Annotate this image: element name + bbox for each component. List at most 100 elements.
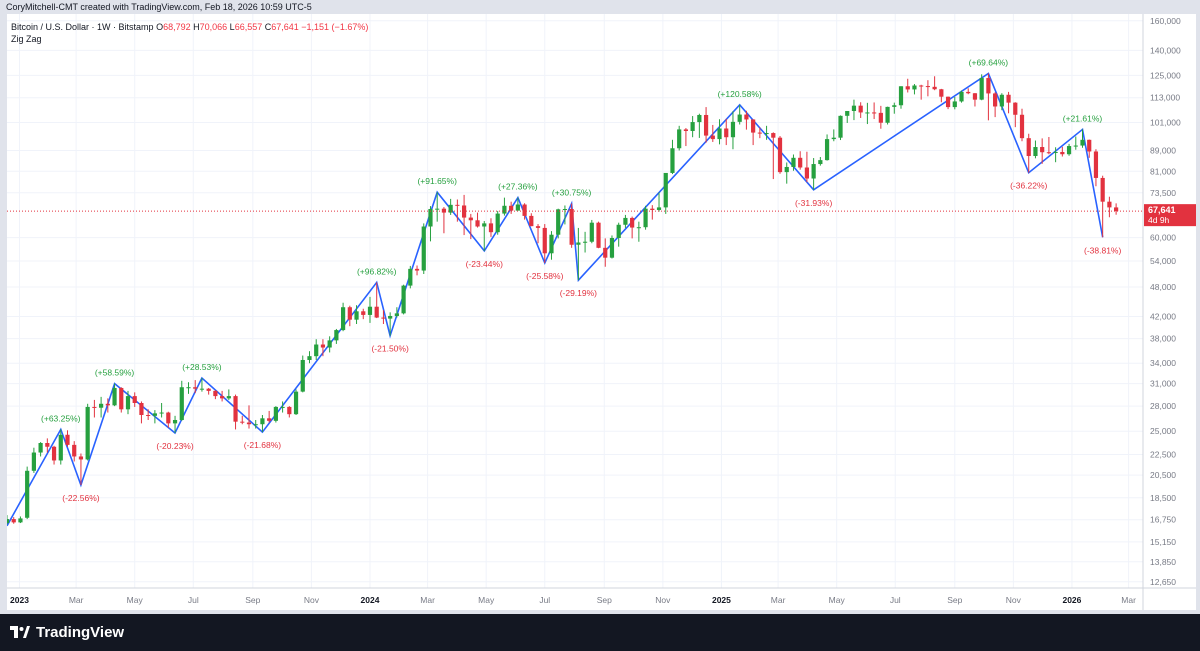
candle [589, 219, 594, 244]
candle-body [872, 112, 877, 114]
candle-body [824, 139, 830, 161]
candle-body [267, 418, 272, 421]
indicator-label[interactable]: Zig Zag [11, 34, 42, 44]
candle-body [340, 307, 346, 331]
candle [85, 403, 90, 461]
candle [51, 445, 57, 465]
price-axis-label: 89,000 [1150, 145, 1176, 155]
candle [509, 201, 514, 214]
candle [112, 383, 117, 407]
candle [993, 92, 998, 118]
candle [132, 392, 137, 407]
candle-body [186, 387, 191, 389]
zigzag-annotation: (+58.59%) [95, 368, 135, 378]
candle [798, 151, 803, 170]
candle [354, 305, 359, 324]
candle-body [172, 419, 178, 424]
candle-body [529, 215, 534, 227]
candle [193, 380, 198, 394]
candle [206, 387, 211, 395]
candle [1087, 139, 1092, 158]
candle-body [159, 412, 164, 414]
candle [643, 205, 648, 230]
candle-body [72, 444, 77, 457]
price-axis-label: 125,000 [1150, 70, 1181, 80]
candle-body [1073, 145, 1078, 147]
candle [892, 102, 897, 114]
candle-body [1053, 151, 1058, 153]
candle [811, 158, 816, 190]
candle [502, 197, 507, 216]
candle-body [791, 157, 796, 167]
candle-body [300, 359, 305, 392]
price-axis-label: 48,000 [1150, 282, 1176, 292]
zigzag-annotation: (-22.56%) [62, 493, 99, 503]
candle [945, 96, 951, 110]
candle [952, 96, 957, 110]
change-value: −1,151 (−1.67%) [301, 22, 369, 32]
candle-body [1087, 139, 1092, 152]
candle [152, 410, 157, 424]
candle [11, 517, 16, 524]
candle-body [85, 406, 90, 460]
price-axis-label: 113,000 [1150, 93, 1180, 103]
time-axis-label: 2026 [1062, 595, 1081, 605]
tradingview-logo[interactable]: TradingView [10, 624, 124, 641]
candle [690, 116, 695, 138]
time-axis-label: May [127, 595, 144, 605]
candle-body [273, 406, 278, 421]
candle-body [105, 403, 110, 406]
zigzag-annotation: (+28.53%) [182, 362, 222, 372]
candle [327, 336, 332, 353]
price-chart[interactable]: (+63.25%) (-22.56%) (+58.59%) (-20.23%) (+28… [4, 14, 1196, 610]
candle-body [179, 387, 184, 420]
price-axis-label: 101,000 [1150, 118, 1181, 128]
candle [1073, 136, 1078, 150]
candle-body [710, 135, 715, 140]
candle-body [912, 85, 917, 90]
candle-body [233, 396, 238, 422]
candle-body [724, 128, 729, 138]
time-axis-label: Mar [1121, 595, 1136, 605]
candle [18, 516, 23, 524]
price-axis-label: 13,850 [1150, 557, 1176, 567]
price-axis-label: 25,000 [1150, 426, 1176, 436]
time-axis-label: Sep [245, 595, 260, 605]
candle [388, 312, 393, 336]
candle-body [58, 434, 63, 461]
candle-body [966, 91, 971, 94]
candle [1060, 146, 1065, 157]
candle-body [885, 106, 890, 123]
candle [831, 129, 836, 142]
tradingview-icon [10, 625, 30, 638]
candle [710, 124, 715, 142]
candle-body [502, 205, 507, 214]
zigzag-annotation: (+63.25%) [41, 413, 81, 423]
candle-body [549, 234, 554, 254]
candle [381, 310, 386, 324]
candle-body [986, 78, 991, 94]
candle-body [213, 390, 218, 397]
candle-body [905, 86, 910, 90]
candle [361, 308, 366, 320]
candle-body [798, 157, 803, 168]
price-axis-label: 12,650 [1150, 577, 1176, 587]
price-axis-label: 20,500 [1150, 470, 1176, 480]
candle [65, 430, 70, 447]
candle [240, 415, 245, 425]
open-value: 68,792 [163, 22, 191, 32]
price-axis-label: 73,500 [1150, 188, 1176, 198]
candle [374, 282, 379, 319]
candle [25, 466, 30, 520]
candle-body [287, 406, 292, 415]
candle [730, 111, 736, 150]
zigzag-annotation: (+96.82%) [357, 266, 397, 276]
chart-panel[interactable]: (+63.25%) (-22.56%) (+58.59%) (-20.23%) (+28… [4, 14, 1196, 610]
candle [623, 214, 628, 228]
last-price-value: 67,641 [1148, 205, 1176, 215]
candle-body [421, 226, 426, 271]
candle [1107, 196, 1112, 218]
candle [45, 438, 50, 453]
zigzag-annotation: (-21.50%) [371, 344, 408, 354]
